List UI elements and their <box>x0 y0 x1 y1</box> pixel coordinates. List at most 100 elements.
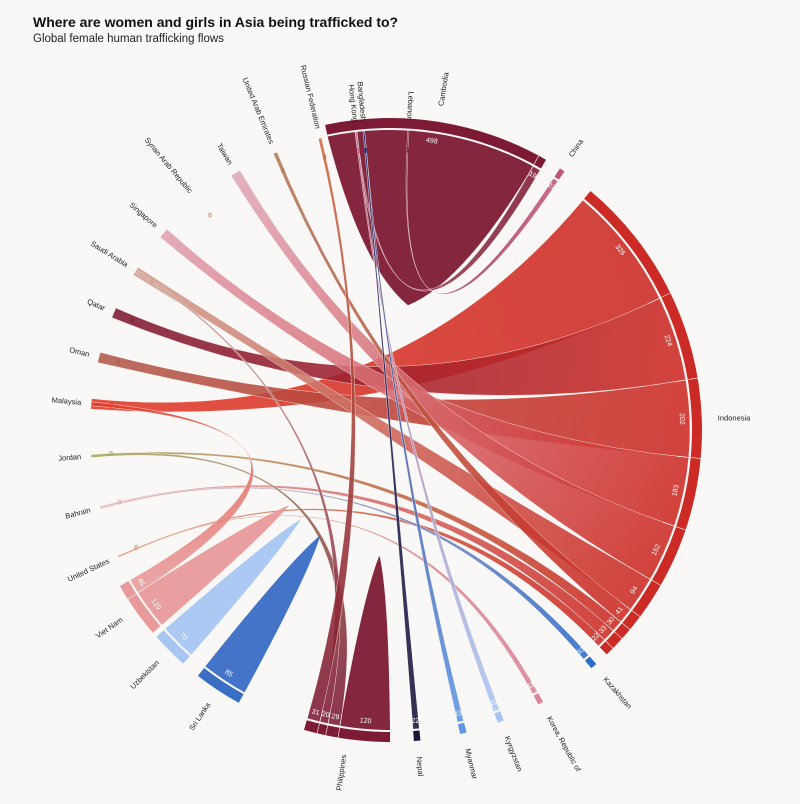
node-label-syrian-arab-republic: Syrian Arab Republic <box>143 136 195 196</box>
node-label-kazakhstan: Kazakhstan <box>601 675 633 711</box>
ribbon-china-to-lebanon <box>405 130 559 295</box>
arc-indonesia <box>584 190 702 655</box>
ribbon-philippines-self <box>339 555 390 730</box>
ribbon-cambodia-self <box>327 130 533 306</box>
node-label-russian-federation: Russian Federation <box>299 64 323 129</box>
value-label-nepal: 22 <box>411 717 419 725</box>
value-label-indonesia: 94 <box>629 585 639 595</box>
zero-label-united-arab-emirates: 0 <box>281 168 285 175</box>
arc-divider-indonesia <box>611 613 631 630</box>
arc-divider-indonesia <box>673 377 698 383</box>
value-label-philippines: 120 <box>359 717 371 725</box>
node-label-hong-kong: Hong Kong <box>347 84 360 122</box>
ribbon-kyrgyzstan-to-hong-kong <box>355 131 500 712</box>
node-label-malaysia: Malaysia <box>51 395 82 407</box>
node-label-nepal: Nepal <box>415 756 426 777</box>
node-label-viet-nam: Viet Nam <box>94 615 124 640</box>
ribbon-indonesia-to-united-states <box>117 508 605 647</box>
node-label-singapore: Singapore <box>128 200 160 229</box>
ribbon-viet-nam-to-malaysia <box>90 401 254 594</box>
value-label-indonesia: 202 <box>678 413 685 425</box>
ribbon-nepal-to-bangladesh <box>362 130 420 730</box>
value-label-indonesia: 33 <box>598 625 609 636</box>
value-label-indonesia: 183 <box>671 484 680 497</box>
zero-label-taiwan: 0 <box>244 187 248 194</box>
arc-china <box>554 168 565 180</box>
arc-divider-indonesia <box>639 573 661 586</box>
arc-divider-viet-nam <box>127 586 149 600</box>
chart-subtitle: Global female human trafficking flows <box>33 33 224 45</box>
node-label-china: China <box>567 137 586 159</box>
value-label-viet-nam: 45 <box>136 577 146 587</box>
arc-divider-philippines <box>337 713 343 738</box>
value-label-cambodia: 498 <box>425 137 438 146</box>
arc-divider-indonesia <box>603 622 623 639</box>
value-label-indonesia: 41 <box>614 606 624 617</box>
node-label-cambodia: Cambodia <box>436 71 450 107</box>
chart-title: Where are women and girls in Asia being … <box>33 14 399 30</box>
zero-label-oman: 0 <box>116 359 120 366</box>
node-label-indonesia: Indonesia <box>718 414 751 423</box>
node-label-kyrgyzstan: Kyrgyzstan <box>503 735 525 773</box>
zero-label-hong-kong: 0 <box>356 149 360 156</box>
zero-label-saudi-arabia: 0 <box>151 278 155 285</box>
value-label-uzbekistan: 70 <box>178 631 189 642</box>
ribbon-indonesia-to-taiwan <box>230 169 675 580</box>
ribbons-layer <box>90 130 691 730</box>
value-label-kazakhstan: 33 <box>576 646 587 656</box>
node-label-jordan: Jordan <box>58 452 82 463</box>
arc-nepal <box>413 730 421 742</box>
arc-divider-indonesia <box>676 455 701 459</box>
arc-sri-lanka <box>197 667 244 703</box>
node-label-oman: Oman <box>68 345 90 359</box>
ribbon-indonesia-to-united-arab-emirates <box>273 151 631 623</box>
arc-divider-philippines <box>316 709 323 734</box>
node-label-lebanon: Lebanon <box>405 91 416 121</box>
ribbon-uzbekistan-self <box>165 519 301 655</box>
arc-uzbekistan <box>156 630 190 664</box>
arc-kyrgyzstan <box>494 711 504 723</box>
zero-label-singapore: 0 <box>177 243 181 250</box>
value-label-myanmar: 19 <box>454 710 463 719</box>
ribbon-indonesia-to-qatar <box>111 297 687 396</box>
value-label-indonesia: 22 <box>591 632 602 643</box>
zero-label-bahrain: 0 <box>118 499 122 506</box>
arc-divider-philippines <box>325 711 331 736</box>
ribbon-indonesia-to-bahrain <box>99 484 614 641</box>
arc-kazakhstan <box>584 656 597 669</box>
node-label-saudi-arabia: Saudi Arabia <box>89 239 131 270</box>
ribbon-kazakhstan-to-bahrain <box>99 487 589 660</box>
value-label-indonesia: 224 <box>663 334 673 347</box>
value-label-indonesia: 152 <box>651 543 662 557</box>
zero-label-malaysia: 0 <box>109 402 113 409</box>
value-label-philippines: 20 <box>321 711 330 720</box>
ribbon-sri-lanka-self <box>205 535 321 693</box>
node-label-korea-republic-of: Korea, Republic of <box>545 715 583 774</box>
ribbon-viet-nam-self <box>138 505 289 625</box>
zero-label-lebanon: 0 <box>405 147 409 154</box>
node-label-sri-lanka: Sri Lanka <box>187 700 212 732</box>
value-label-philippines: 31 <box>311 708 320 717</box>
node-label-united-arab-emirates: United Arab Emirates <box>241 76 277 145</box>
value-label-philippines: 29 <box>331 713 340 721</box>
arcs-layer <box>119 118 702 742</box>
node-label-taiwan: Taiwan <box>215 142 235 167</box>
zero-label-syrian-arab-republic: 0 <box>208 212 212 219</box>
value-label-china: 27 <box>546 182 556 192</box>
arc-divider-indonesia <box>662 521 686 531</box>
zero-label-qatar: 0 <box>130 317 134 324</box>
zero-label-bangladesh: 0 <box>364 148 368 155</box>
arc-cambodia <box>325 118 546 169</box>
arc-viet-nam <box>119 581 161 633</box>
node-label-myanmar: Myanmar <box>463 748 479 781</box>
arc-korea-republic-of <box>533 693 544 705</box>
value-label-kyrgyzstan: 19 <box>489 699 499 708</box>
arc-divider-cambodia <box>526 155 539 177</box>
value-label-indonesia: 30 <box>606 616 616 627</box>
zero-label-united-states: 0 <box>134 545 138 552</box>
node-label-philippines: Philippines <box>334 754 348 791</box>
node-label-uzbekistan: Uzbekistan <box>128 658 161 691</box>
node-label-bangladesh: Bangladesh <box>356 81 368 121</box>
arc-philippines <box>304 720 390 742</box>
